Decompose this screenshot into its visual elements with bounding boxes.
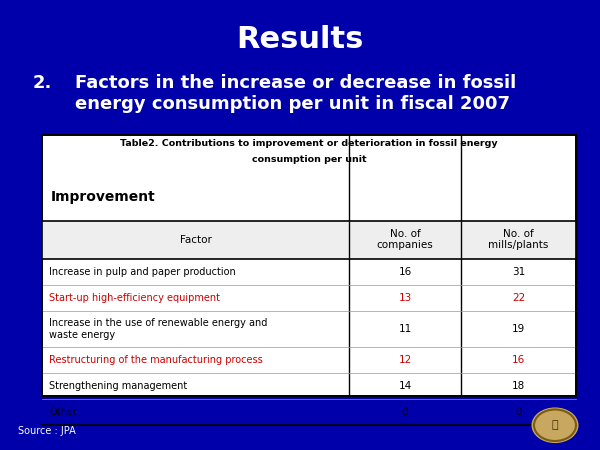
Text: Increase in pulp and paper production: Increase in pulp and paper production (49, 267, 236, 277)
Text: 13: 13 (398, 293, 412, 303)
Text: Factor: Factor (179, 234, 211, 245)
FancyBboxPatch shape (42, 220, 576, 259)
Text: 2.: 2. (33, 74, 52, 92)
Text: 0: 0 (515, 407, 522, 417)
Text: 18: 18 (512, 381, 525, 391)
Text: 14: 14 (398, 381, 412, 391)
Text: 31: 31 (512, 267, 525, 277)
Text: 11: 11 (398, 324, 412, 334)
Text: Start-up high-efficiency equipment: Start-up high-efficiency equipment (49, 293, 220, 303)
Text: 16: 16 (398, 267, 412, 277)
Text: Other: Other (49, 407, 77, 417)
Text: Increase in the use of renewable energy and
waste energy: Increase in the use of renewable energy … (49, 318, 268, 340)
Text: 0: 0 (402, 407, 409, 417)
Text: Factors in the increase or decrease in fossil
energy consumption per unit in fis: Factors in the increase or decrease in f… (75, 74, 516, 113)
Text: 12: 12 (398, 355, 412, 365)
Text: 22: 22 (512, 293, 525, 303)
Text: Source : JPA: Source : JPA (18, 427, 76, 436)
Text: Restructuring of the manufacturing process: Restructuring of the manufacturing proce… (49, 355, 263, 365)
Text: 19: 19 (512, 324, 525, 334)
Text: consumption per unit: consumption per unit (251, 155, 367, 164)
Text: No. of
companies: No. of companies (377, 229, 433, 250)
Text: 16: 16 (512, 355, 525, 365)
Text: Table2. Contributions to improvement or deterioration in fossil energy: Table2. Contributions to improvement or … (120, 140, 498, 148)
Text: Strengthening management: Strengthening management (49, 381, 187, 391)
Text: Results: Results (236, 25, 364, 54)
FancyBboxPatch shape (42, 135, 576, 396)
Text: No. of
mills/plants: No. of mills/plants (488, 229, 549, 250)
Circle shape (532, 408, 578, 442)
Text: Improvement: Improvement (51, 190, 156, 204)
Text: ⛨: ⛨ (551, 420, 559, 430)
